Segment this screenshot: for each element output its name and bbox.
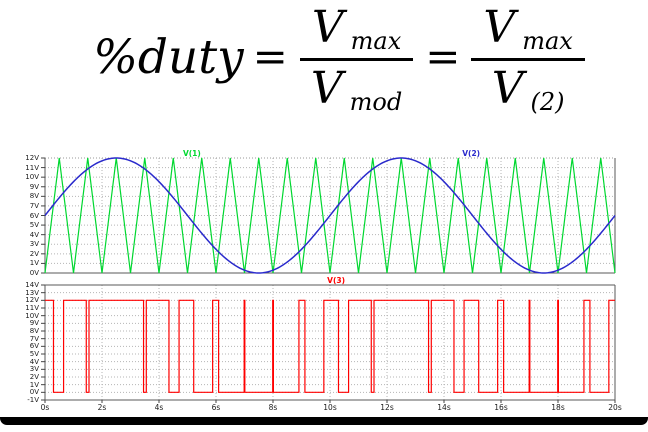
y-tick-label: 8V bbox=[29, 327, 39, 335]
numerator-subscript: max bbox=[350, 26, 402, 55]
duty-cycle-formula: %duty = V max V mod = V max V (2) bbox=[16, 0, 648, 114]
V(3)-waveform bbox=[45, 299, 615, 393]
y-axis-tick-labels: 12V 11V 10V 9V 8V 7V 6V 5V 4V 3V 2V 1V 0V bbox=[18, 154, 42, 277]
y-tick-label: 12V bbox=[25, 154, 39, 162]
pwm-output-chart: 14V 13V 12V 11V 10V 9V 8V 7V 6V 5V 4V 3V 2V 1V 0V -1V V… bbox=[0, 277, 648, 412]
numerator-symbol: V bbox=[483, 1, 516, 53]
y-tick-label: 1V bbox=[29, 380, 39, 389]
legend-V(2): V(2) bbox=[462, 149, 481, 158]
y-axis-tick-labels: 14V 13V 12V 11V 10V 9V 8V 7V 6V 5V 4V 3V 2V 1V 0V -1V bbox=[18, 281, 42, 404]
y-tick-label: 5V bbox=[29, 221, 39, 230]
x-tick-label: 14s bbox=[437, 403, 451, 412]
y-tick-label: 7V bbox=[29, 334, 39, 343]
fraction-numerator: V max bbox=[299, 1, 414, 61]
equals-sign: = bbox=[425, 32, 461, 81]
y-tick-label: 7V bbox=[29, 201, 39, 210]
denominator-symbol: V bbox=[491, 62, 524, 114]
x-tick-label: 6s bbox=[211, 403, 221, 412]
y-tick-label: 13V bbox=[25, 288, 39, 297]
denominator-subscript: mod bbox=[349, 87, 403, 116]
y-tick-label: 10V bbox=[25, 311, 39, 320]
slide-bottom-border bbox=[0, 417, 648, 425]
y-tick-label: 11V bbox=[25, 163, 39, 172]
legend-V(3): V(3) bbox=[327, 276, 346, 285]
denominator-subscript: (2) bbox=[530, 87, 565, 116]
x-tick-label: 20s bbox=[608, 403, 622, 412]
carrier-modulator-chart: 12V 11V 10V 9V 8V 7V 6V 5V 4V 3V 2V 1V 0V V(1) V(2) bbox=[0, 150, 648, 277]
x-tick-label: 12s bbox=[380, 403, 394, 412]
fraction-vmax-over-v2: V max V (2) bbox=[471, 1, 585, 116]
x-tick-label: 0s bbox=[40, 403, 50, 412]
y-tick-label: 2V bbox=[29, 373, 39, 381]
y-tick-label: 3V bbox=[29, 240, 39, 249]
y-tick-label: 3V bbox=[29, 365, 39, 374]
y-tick-label: 5V bbox=[29, 350, 39, 358]
fraction-numerator: V max bbox=[471, 1, 585, 61]
x-tick-label: 2s bbox=[97, 403, 107, 412]
y-tick-label: 2V bbox=[29, 249, 39, 258]
fraction-vmax-over-vmod: V max V mod bbox=[299, 1, 414, 116]
x-tick-label: 10s bbox=[323, 403, 337, 412]
y-tick-label: 0V bbox=[29, 388, 39, 397]
fraction-denominator: V mod bbox=[299, 61, 414, 116]
y-tick-label: 1V bbox=[29, 259, 39, 268]
x-tick-label: 8s bbox=[268, 403, 278, 412]
y-tick-label: 6V bbox=[29, 211, 39, 220]
y-tick-label: 4V bbox=[29, 230, 39, 239]
y-tick-label: 4V bbox=[29, 357, 39, 366]
x-tick-label: 4s bbox=[154, 403, 164, 412]
equals-sign: = bbox=[252, 32, 288, 81]
y-tick-label: 10V bbox=[25, 173, 39, 182]
y-tick-label: -1V bbox=[27, 396, 39, 404]
fraction-denominator: V (2) bbox=[480, 61, 577, 116]
x-tick-label: 16s bbox=[494, 403, 508, 412]
V(1)-waveform bbox=[44, 157, 616, 274]
carrier-and-modulator-canvas bbox=[41, 157, 616, 274]
y-tick-label: 9V bbox=[29, 319, 39, 328]
formula-lhs: %duty bbox=[93, 29, 244, 85]
y-tick-label: 6V bbox=[29, 342, 39, 351]
numerator-subscript: max bbox=[522, 26, 573, 55]
pwm-output-canvas bbox=[41, 284, 616, 403]
y-tick-label: 14V bbox=[25, 281, 39, 289]
y-tick-label: 0V bbox=[29, 269, 39, 277]
V(2)-waveform bbox=[44, 157, 616, 274]
y-tick-label: 11V bbox=[25, 304, 39, 312]
y-tick-label: 8V bbox=[29, 192, 39, 201]
y-tick-label: 12V bbox=[25, 296, 39, 305]
plot-area: V(3) 0s 2s 4s 6s 8s 10s 12s 14s 16s 18s 20s bbox=[41, 277, 622, 412]
x-tick-label: 18s bbox=[551, 403, 565, 412]
numerator-symbol: V bbox=[311, 1, 344, 53]
legend-V(1): V(1) bbox=[182, 149, 201, 158]
denominator-symbol: V bbox=[310, 62, 343, 114]
y-tick-label: 9V bbox=[29, 182, 39, 191]
plot-area: V(1) V(2) bbox=[41, 150, 616, 274]
